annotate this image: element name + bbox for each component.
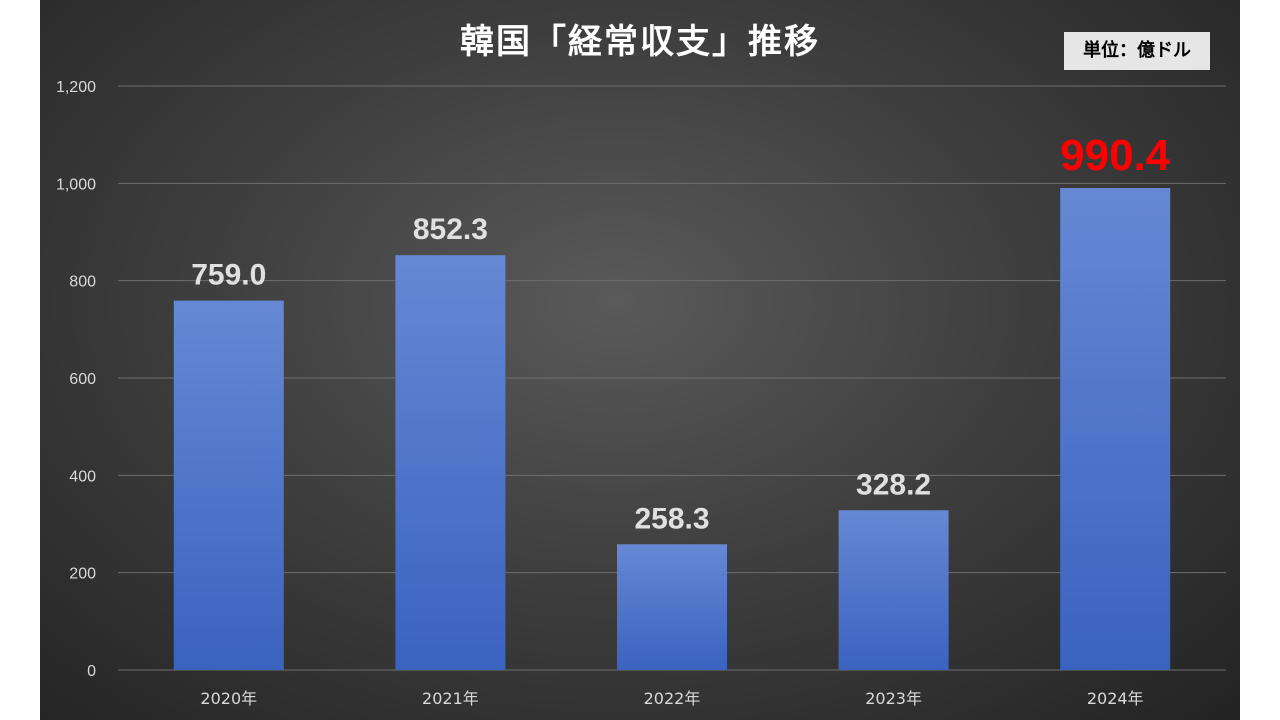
x-tick-label: 2023年 bbox=[865, 689, 922, 708]
bar bbox=[395, 255, 506, 671]
data-label: 990.4 bbox=[1060, 131, 1171, 180]
bar bbox=[617, 544, 727, 670]
bar bbox=[1060, 188, 1171, 670]
y-tick-label: 600 bbox=[69, 371, 96, 388]
bars bbox=[173, 188, 1171, 671]
bar bbox=[838, 510, 949, 670]
y-tick-label: 1,000 bbox=[56, 176, 96, 193]
chart-frame: 韓国「経常収支」推移 単位：億ドル 0 200 400 600 800 1,000 1,20… bbox=[40, 0, 1240, 720]
y-tick-label: 800 bbox=[69, 274, 96, 291]
y-tick-label: 0 bbox=[87, 663, 96, 680]
x-tick-label: 2021年 bbox=[422, 689, 479, 708]
y-tick-label: 1,200 bbox=[56, 79, 96, 96]
gridlines bbox=[118, 85, 1226, 671]
x-tick-label: 2024年 bbox=[1087, 689, 1144, 708]
data-label: 852.3 bbox=[413, 213, 488, 246]
y-axis: 0 200 400 600 800 1,000 1,200 bbox=[56, 79, 96, 680]
data-labels: 759.0 852.3 258.3 328.2 990.4 bbox=[191, 131, 1171, 535]
data-label: 759.0 bbox=[191, 259, 266, 292]
data-label: 328.2 bbox=[856, 468, 931, 501]
y-tick-label: 400 bbox=[69, 468, 96, 485]
chart-title: 韓国「経常収支」推移 bbox=[460, 22, 820, 62]
x-tick-label: 2020年 bbox=[200, 689, 257, 708]
data-label: 258.3 bbox=[634, 502, 709, 535]
x-axis: 2020年 2021年 2022年 2023年 2024年 bbox=[200, 689, 1143, 708]
y-tick-label: 200 bbox=[69, 566, 96, 583]
x-tick-label: 2022年 bbox=[644, 689, 701, 708]
bar-chart: 0 200 400 600 800 1,000 1,200 759.0 852.3 258.3 3… bbox=[56, 79, 1226, 708]
bar bbox=[173, 300, 284, 670]
unit-badge: 単位：億ドル bbox=[1064, 32, 1210, 70]
